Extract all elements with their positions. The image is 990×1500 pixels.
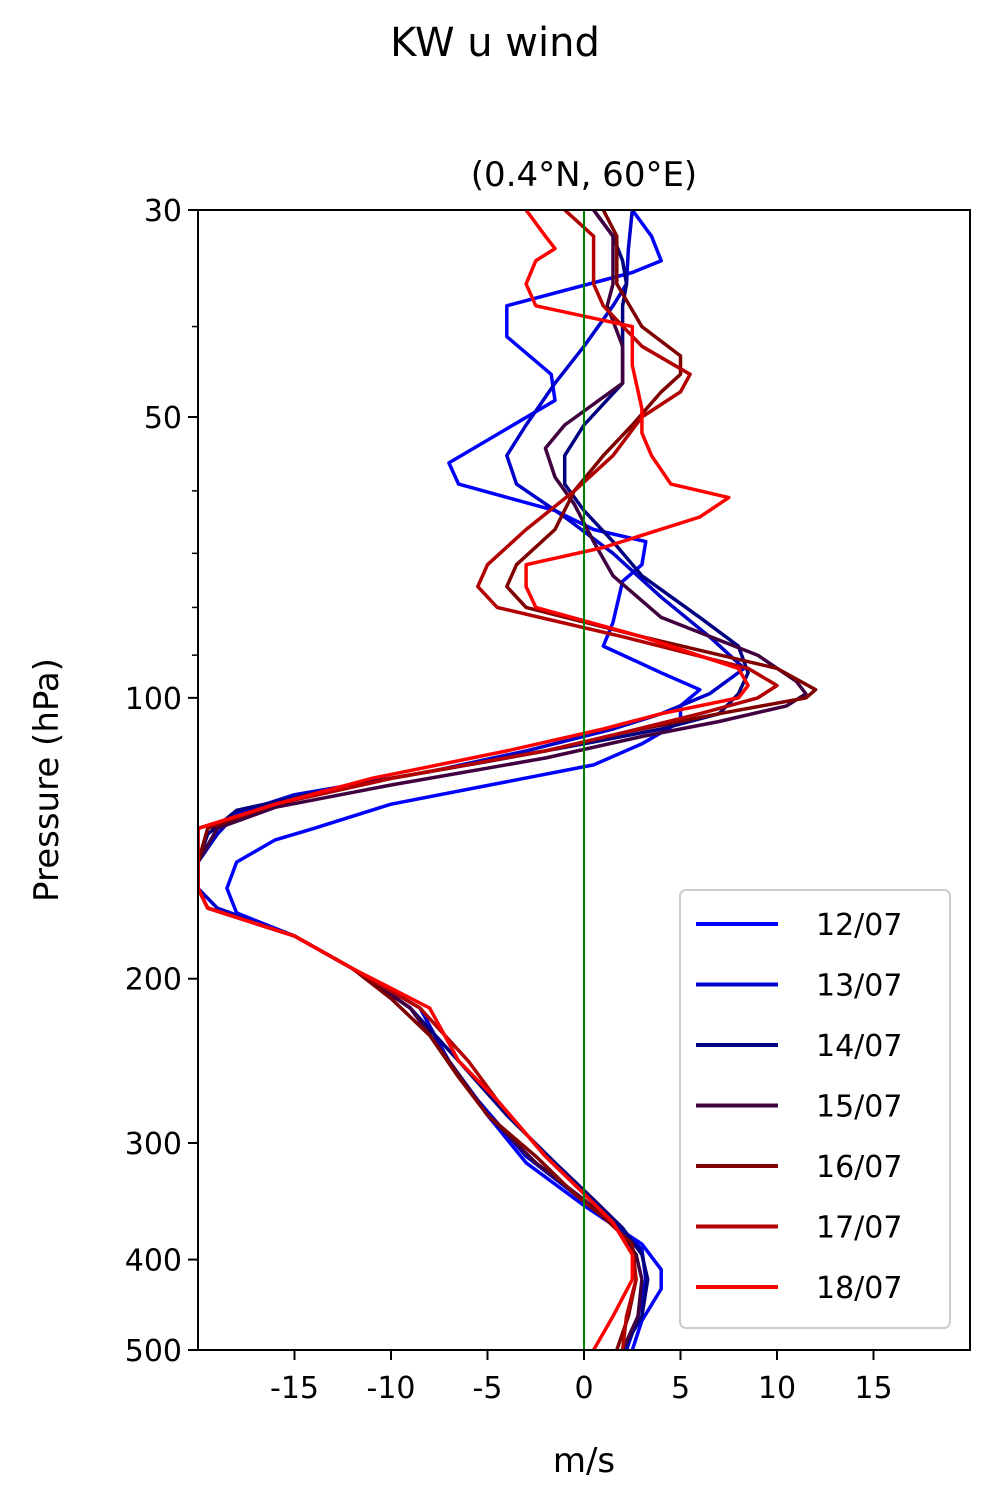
x-tick-label: 0 [574,1371,593,1406]
y-axis-label: Pressure (hPa) [27,658,67,902]
y-tick-label: 200 [125,963,182,998]
x-axis-label: m/s [553,1441,615,1481]
legend-label: 14/07 [816,1029,902,1064]
x-axis-ticks: -15 -10 -5 0 5 10 15 [270,1350,893,1406]
legend-label: 16/07 [816,1150,902,1185]
legend-label: 15/07 [816,1090,902,1125]
y-tick-label: 400 [125,1244,182,1279]
series-line-18-07 [198,210,750,1350]
x-tick-label: 5 [671,1371,690,1406]
legend-box [679,889,951,1329]
figure-title: KW u wind [390,20,600,66]
legend: 12/07 13/07 14/07 15/07 16/07 17/07 18/07 [679,889,951,1329]
x-tick-label: -5 [473,1371,503,1406]
y-tick-label: 500 [125,1334,182,1369]
legend-label: 13/07 [816,969,902,1004]
series-line-15-07 [198,210,808,1350]
y-tick-label: 50 [144,401,182,436]
y-tick-label: 100 [125,682,182,717]
legend-label: 17/07 [816,1211,902,1246]
series-line-13-07 [198,210,746,1350]
x-tick-label: 15 [854,1371,892,1406]
y-axis-ticks: 30 50 100 200 300 400 500 [125,194,198,1369]
series-line-14-07 [198,210,750,1350]
axes-title: (0.4°N, 60°E) [471,155,697,195]
y-tick-label: 300 [125,1127,182,1162]
legend-label: 18/07 [816,1271,902,1306]
legend-label: 12/07 [816,908,902,943]
x-tick-label: -10 [367,1371,416,1406]
x-tick-label: 10 [758,1371,796,1406]
y-tick-label: 30 [144,194,182,229]
series-line-12-07 [225,210,702,1350]
x-tick-label: -15 [270,1371,319,1406]
